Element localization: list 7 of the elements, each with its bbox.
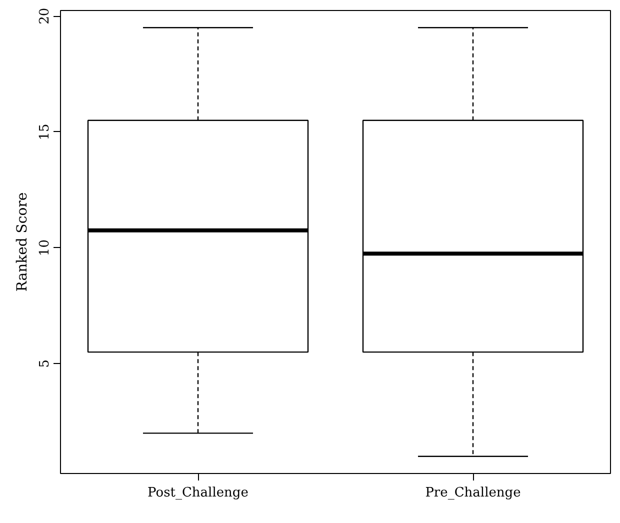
y-tick-label: 15 <box>38 124 52 140</box>
y-tick-label: 10 <box>38 240 52 256</box>
y-tick-label: 5 <box>38 360 52 368</box>
x-tick-label: Post_Challenge <box>148 486 249 500</box>
y-axis-title: Ranked Score <box>14 192 30 292</box>
y-tick-label: 20 <box>38 8 52 24</box>
x-tick-label: Pre_Challenge <box>425 486 522 500</box>
